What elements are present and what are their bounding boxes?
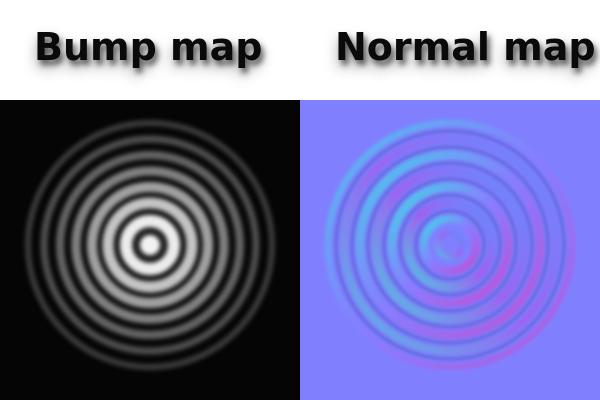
normal-map-title: Normal map xyxy=(335,25,596,69)
bump-map-rings xyxy=(0,100,300,400)
normal-map-image xyxy=(300,100,600,400)
bump-map-title: Bump map xyxy=(34,25,263,69)
normal-map-rings xyxy=(300,100,600,400)
bump-map-image xyxy=(0,100,300,400)
